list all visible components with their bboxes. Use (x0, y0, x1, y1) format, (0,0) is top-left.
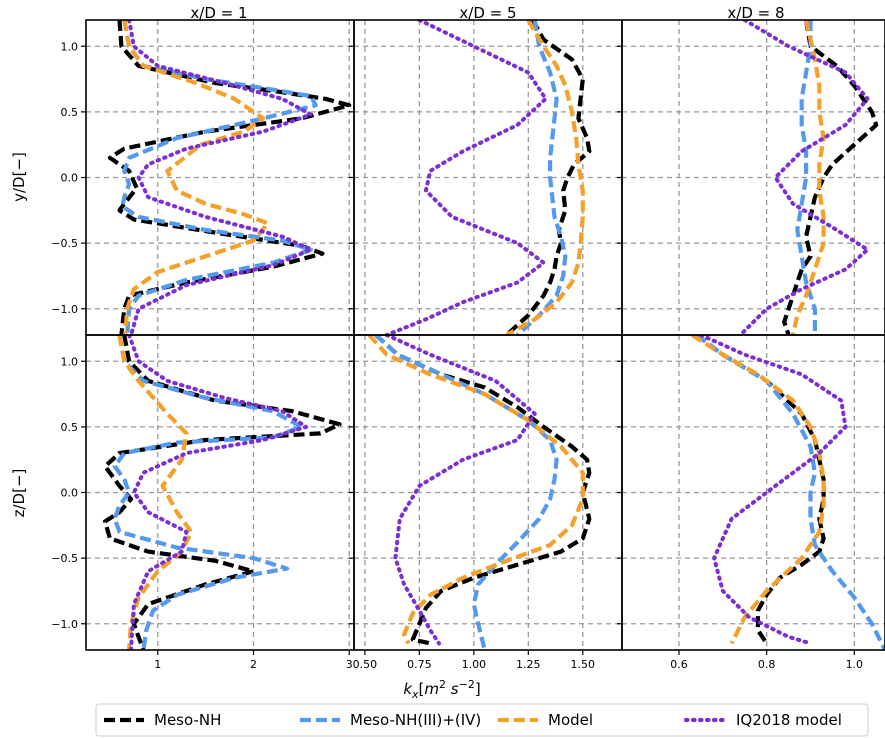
series-line-model (690, 335, 826, 645)
series-line-model (505, 20, 585, 335)
legend-label: IQ2018 model (736, 711, 842, 729)
x-axis-label: kx[m2 s−2] (403, 678, 480, 701)
panel-1-1 (367, 335, 592, 650)
legend: Meso-NH Meso-NH(III)+(IV) Model IQ2018 mode… (95, 703, 869, 737)
series-line-model (122, 20, 270, 335)
y-tick-label: 0.5 (61, 421, 79, 434)
legend-label: Meso-NH(III)+(IV) (350, 711, 481, 729)
x-tick-label: 1.25 (516, 658, 541, 671)
row-ylabel-top: y/D[−] (10, 152, 28, 202)
series-line-iq2018-model (384, 20, 548, 335)
y-tick-label: 0.0 (61, 172, 79, 185)
x-tick-label: 0.75 (407, 658, 432, 671)
series-line-model (790, 20, 826, 335)
legend-label: Model (548, 711, 593, 729)
x-tick-label: 1 (154, 658, 161, 671)
series-line-meso-nh (102, 335, 342, 650)
panel-0-0 (107, 20, 352, 335)
series-line-iq2018-model (738, 20, 870, 335)
series-line-meso-nh-iii-iv- (795, 20, 818, 335)
column-title-xd1: x/D = 1 (190, 4, 247, 22)
y-tick-label: −0.5 (51, 552, 78, 565)
y-tick-label: 1.0 (61, 355, 79, 368)
series-line-iq2018-model (127, 335, 309, 650)
series-line-meso-nh (695, 335, 826, 645)
series-line-meso-nh (505, 20, 592, 335)
series-line-meso-nh (374, 335, 592, 646)
y-tick-label: 1.0 (61, 40, 79, 53)
row-ylabel-bottom: z/D[−] (10, 469, 28, 518)
x-tick-label: 0.8 (758, 658, 776, 671)
series-line-model (117, 335, 194, 650)
x-tick-label: 2 (250, 658, 257, 671)
series-line-meso-nh-iii-iv- (112, 335, 304, 650)
y-tick-label: 0.0 (61, 487, 79, 500)
x-tick-label: 0.50 (353, 658, 378, 671)
legend-frame (95, 703, 869, 737)
column-title-xd8: x/D = 8 (727, 4, 784, 22)
y-tick-label: −0.5 (51, 237, 78, 250)
series-line-meso-nh-iii-iv- (515, 20, 568, 335)
y-tick-label: −1.0 (51, 303, 78, 316)
y-tick-label: −1.0 (51, 618, 78, 631)
series-line-meso-nh-iii-iv- (374, 335, 559, 650)
series-line-iq2018-model (127, 20, 313, 335)
panel-0-2 (738, 20, 879, 335)
panel-0-1 (384, 20, 592, 335)
legend-label: Meso-NH (154, 711, 221, 729)
x-tick-label: 1.50 (571, 658, 596, 671)
series-line-model (367, 335, 585, 645)
series-line-iq2018-model (698, 335, 848, 646)
frame-layer (81, 19, 885, 655)
x-tick-label: 3 (346, 658, 353, 671)
x-tick-label: 1.00 (462, 658, 487, 671)
series-line-iq2018-model (384, 335, 537, 646)
panel-1-2 (690, 335, 885, 650)
panel-1-0 (102, 335, 342, 650)
y-tick-label: 0.5 (61, 106, 79, 119)
x-tick-label: 1.0 (846, 658, 864, 671)
label-layer: −1.0 −0.5 0.0 0.5 1.0 −1.0 −0.5 0.0 0.5 1.0 1 2 3 0.5… (51, 40, 863, 671)
series-line-meso-nh (107, 20, 352, 335)
column-title-xd5: x/D = 5 (459, 4, 516, 22)
series-layer (102, 20, 885, 650)
series-line-meso-nh-iii-iv- (120, 20, 318, 335)
x-tick-label: 0.6 (670, 658, 688, 671)
